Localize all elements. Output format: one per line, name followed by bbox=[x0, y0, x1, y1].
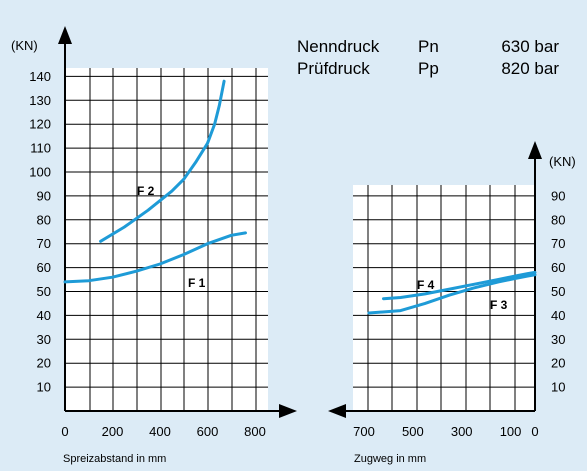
right-ytick-label: 60 bbox=[551, 260, 565, 275]
left-xtick-label: 800 bbox=[244, 424, 266, 439]
left-chart: 10 20 30 40 50 60 70 80 90 100 110 120 130 140 0 200 400… bbox=[11, 26, 297, 465]
left-ytick-label: 50 bbox=[37, 284, 51, 299]
right-xtick-label: 100 bbox=[500, 424, 522, 439]
left-ytick-label: 140 bbox=[29, 69, 51, 84]
right-ytick-label: 80 bbox=[551, 212, 565, 227]
left-ytick-label: 20 bbox=[37, 356, 51, 371]
right-series-line bbox=[367, 273, 537, 315]
spec-nominal-value: 630 bar bbox=[501, 37, 559, 56]
left-series-label: F 2 bbox=[137, 184, 155, 198]
left-ytick-label: 10 bbox=[37, 380, 51, 395]
right-ytick-label: 70 bbox=[551, 236, 565, 251]
right-ytick-label: 30 bbox=[551, 332, 565, 347]
left-ytick-label: 110 bbox=[30, 141, 51, 156]
spec-test-label: Prüfdruck bbox=[297, 59, 370, 78]
right-x-axis-label: Zugweg in mm bbox=[354, 453, 426, 465]
left-xtick-label: 400 bbox=[149, 424, 171, 439]
left-series-label: F 1 bbox=[188, 276, 206, 290]
spec-nominal-label: Nenndruck bbox=[297, 37, 380, 56]
right-ytick-label: 10 bbox=[551, 380, 565, 395]
left-ytick-label: 130 bbox=[29, 93, 51, 108]
right-ytick-label: 40 bbox=[551, 308, 565, 323]
spec-nominal-symbol: Pn bbox=[418, 37, 439, 56]
left-x-arrow bbox=[279, 404, 297, 418]
left-ytick-label: 90 bbox=[37, 188, 51, 203]
spec-test-value: 820 bar bbox=[501, 59, 559, 78]
left-ytick-label: 80 bbox=[37, 212, 51, 227]
left-ytick-label: 70 bbox=[37, 236, 51, 251]
left-ytick-label: 40 bbox=[37, 308, 51, 323]
right-xtick-label: 300 bbox=[451, 424, 473, 439]
spec-test-symbol: Pp bbox=[418, 59, 439, 78]
right-chart: 10 20 30 40 50 60 70 80 90 700 500 300 100 0 (KN) Zugwe… bbox=[328, 141, 576, 465]
left-ytick-label: 120 bbox=[29, 117, 51, 132]
right-xtick-label: 700 bbox=[353, 424, 375, 439]
left-xtick-label: 200 bbox=[102, 424, 124, 439]
left-ytick-label: 60 bbox=[37, 260, 51, 275]
left-xtick-label: 0 bbox=[61, 424, 68, 439]
left-plot-area bbox=[65, 68, 268, 411]
left-series-line bbox=[99, 79, 226, 243]
right-x-arrow bbox=[328, 404, 346, 418]
right-y-arrow bbox=[528, 141, 542, 159]
left-y-axis-label: (KN) bbox=[11, 38, 38, 53]
left-ytick-label: 30 bbox=[37, 332, 51, 347]
right-xtick-label: 500 bbox=[402, 424, 424, 439]
right-ytick-label: 90 bbox=[551, 188, 565, 203]
left-series-line bbox=[63, 231, 247, 284]
left-ytick-label: 100 bbox=[29, 165, 51, 180]
right-series-line bbox=[382, 270, 537, 301]
right-series-label: F 3 bbox=[490, 298, 508, 312]
left-y-arrow bbox=[58, 26, 72, 44]
right-ytick-label: 50 bbox=[551, 284, 565, 299]
right-y-axis-label: (KN) bbox=[549, 154, 576, 169]
left-xtick-label: 600 bbox=[197, 424, 219, 439]
left-x-axis-label: Spreizabstand in mm bbox=[63, 453, 166, 465]
right-ytick-label: 20 bbox=[551, 356, 565, 371]
right-series-label: F 4 bbox=[417, 278, 435, 292]
right-xtick-label: 0 bbox=[531, 424, 538, 439]
